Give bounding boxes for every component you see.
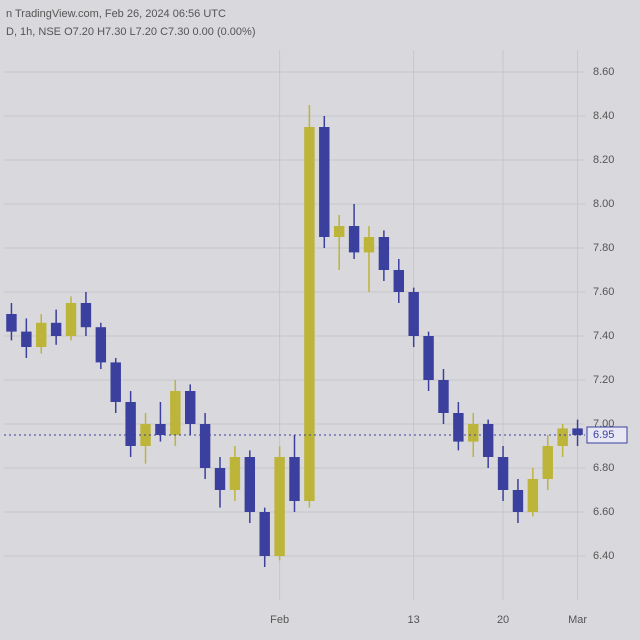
y-tick-label: 7.80 <box>593 242 614 254</box>
candle-body <box>21 331 32 347</box>
candle-body <box>65 303 77 336</box>
candle-body <box>110 362 121 402</box>
candle-body <box>333 226 345 237</box>
candle-body <box>572 428 583 435</box>
candle-body <box>170 391 181 435</box>
candle-body <box>125 402 136 446</box>
candle-body <box>378 237 390 270</box>
x-tick-label: Mar <box>568 614 587 626</box>
candle-body <box>527 479 539 512</box>
candle-body <box>36 322 47 347</box>
chart-subtitle: D, 1h, NSE O7.20 H7.30 L7.20 C7.30 0.00 … <box>6 26 255 38</box>
candle-body <box>274 457 285 556</box>
candle-body <box>542 446 553 479</box>
candle-body <box>408 292 419 336</box>
candle-body <box>199 424 211 468</box>
candle-body <box>348 226 360 253</box>
candle-body <box>512 490 524 512</box>
chart-title: n TradingView.com, Feb 26, 2024 06:56 UT… <box>6 8 226 20</box>
y-tick-label: 8.60 <box>593 66 614 78</box>
candle-body <box>6 314 17 332</box>
candle-body <box>482 424 494 457</box>
candle-body <box>497 457 509 490</box>
y-tick-label: 6.60 <box>593 506 614 518</box>
candle-body <box>468 424 479 442</box>
x-tick-label: Feb <box>270 614 289 626</box>
y-tick-label: 6.40 <box>593 550 614 562</box>
y-tick-label: 8.20 <box>593 154 614 166</box>
x-tick-label: 13 <box>408 614 420 626</box>
candle-body <box>289 457 300 501</box>
y-tick-label: 7.20 <box>593 374 614 386</box>
candle-body <box>557 428 568 446</box>
y-tick-label: 8.40 <box>593 110 614 122</box>
candle-body <box>393 270 404 292</box>
candle-body <box>229 457 241 490</box>
candle-body <box>80 303 92 328</box>
candle-body <box>319 127 330 237</box>
y-tick-label: 6.80 <box>593 462 614 474</box>
candle-body <box>363 237 375 253</box>
candle-body <box>244 457 256 512</box>
candle-body <box>214 468 226 490</box>
y-tick-label: 7.40 <box>593 330 614 342</box>
candle-body <box>50 322 62 336</box>
y-tick-label: 7.60 <box>593 286 614 298</box>
candle-body <box>185 391 196 424</box>
candle-body <box>95 327 107 363</box>
candle-body <box>304 127 315 501</box>
y-tick-label: 8.00 <box>593 198 614 210</box>
x-tick-label: 20 <box>497 614 509 626</box>
candle-body <box>259 512 270 556</box>
last-price-label: 6.95 <box>593 429 614 441</box>
candle-body <box>423 336 434 380</box>
candle-body <box>453 413 464 442</box>
last-price-box <box>586 426 628 444</box>
candle-body <box>438 380 449 413</box>
candle-body <box>155 424 166 435</box>
